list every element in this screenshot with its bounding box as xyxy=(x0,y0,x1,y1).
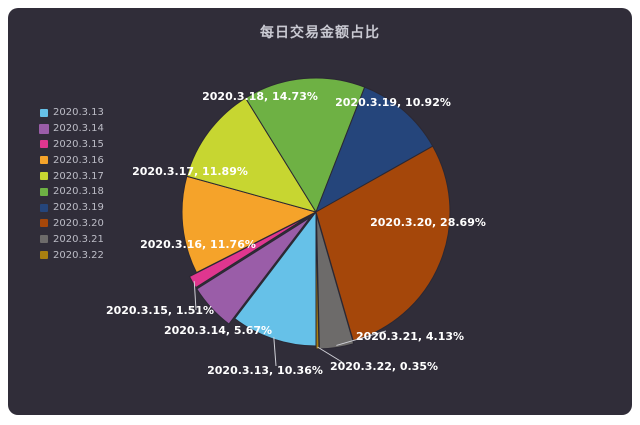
pie-slice-2020-3-15[interactable] xyxy=(188,215,310,289)
legend-label: 2020.3.15 xyxy=(53,138,104,150)
legend-item-2020-3-16[interactable]: 2020.3.16 xyxy=(40,152,104,168)
slice-label-2020-3-20: 2020.3.20, 28.69% xyxy=(370,216,486,229)
legend-swatch xyxy=(40,251,48,260)
legend-label: 2020.3.13 xyxy=(53,107,104,119)
slice-label-2020-3-14: 2020.3.14, 5.67% xyxy=(164,324,272,337)
pie-slice-2020-3-14[interactable] xyxy=(196,216,311,325)
pie-slice-2020-3-22[interactable] xyxy=(315,214,320,350)
legend-swatch xyxy=(39,123,49,134)
legend-label: 2020.3.21 xyxy=(53,233,104,245)
legend-item-2020-3-13[interactable]: 2020.3.13 xyxy=(40,105,104,121)
legend-item-2020-3-22[interactable]: 2020.3.22 xyxy=(40,247,104,263)
legend-label: 2020.3.20 xyxy=(53,217,104,229)
legend-label: 2020.3.17 xyxy=(53,170,104,182)
legend-item-2020-3-14[interactable]: 2020.3.14 xyxy=(39,121,104,137)
legend-swatch xyxy=(40,203,48,212)
legend-swatch xyxy=(40,140,48,149)
slice-label-2020-3-21: 2020.3.21, 4.13% xyxy=(356,330,464,343)
slice-label-2020-3-18: 2020.3.18, 14.73% xyxy=(202,90,318,103)
leader-line-2020-3-21 xyxy=(336,330,387,346)
slice-label-2020-3-22: 2020.3.22, 0.35% xyxy=(330,360,438,373)
legend-label: 2020.3.18 xyxy=(53,186,104,198)
legend-item-2020-3-20[interactable]: 2020.3.20 xyxy=(40,216,104,232)
pie-slice-2020-3-17[interactable] xyxy=(186,97,318,213)
legend-label: 2020.3.22 xyxy=(53,249,104,261)
leader-line-2020-3-15 xyxy=(193,281,197,311)
slice-label-2020-3-15: 2020.3.15, 1.51% xyxy=(106,304,214,317)
legend-item-2020-3-19[interactable]: 2020.3.19 xyxy=(40,200,104,216)
slice-label-2020-3-17: 2020.3.17, 11.89% xyxy=(132,165,248,178)
pie-slice-2020-3-18[interactable] xyxy=(244,77,366,214)
leader-line-2020-3-22 xyxy=(317,346,343,363)
pie-slice-2020-3-20[interactable] xyxy=(315,145,451,342)
legend-item-2020-3-15[interactable]: 2020.3.15 xyxy=(40,137,104,153)
pie-slice-2020-3-19[interactable] xyxy=(315,86,434,214)
legend-label: 2020.3.16 xyxy=(53,154,104,166)
legend-item-2020-3-21[interactable]: 2020.3.21 xyxy=(40,231,104,247)
legend-swatch xyxy=(40,187,48,196)
legend-swatch xyxy=(40,235,48,244)
legend-item-2020-3-17[interactable]: 2020.3.17 xyxy=(40,168,104,184)
legend-swatch xyxy=(40,156,48,165)
pie-slice-2020-3-16[interactable] xyxy=(181,175,318,274)
chart-title: 每日交易金额占比 xyxy=(260,25,380,41)
pie-slice-2020-3-13[interactable] xyxy=(234,210,317,347)
slice-label-2020-3-19: 2020.3.19, 10.92% xyxy=(335,96,451,109)
legend-swatch xyxy=(40,172,48,181)
slice-label-2020-3-16: 2020.3.16, 11.76% xyxy=(140,238,256,251)
legend-label: 2020.3.19 xyxy=(53,202,104,214)
legend-swatch xyxy=(40,108,48,117)
slice-label-2020-3-13: 2020.3.13, 10.36% xyxy=(207,364,323,377)
legend: 2020.3.13 2020.3.14 2020.3.15 2020.3.16 2020… xyxy=(39,105,104,263)
leader-line-2020-3-13 xyxy=(273,337,277,367)
legend-label: 2020.3.14 xyxy=(53,123,104,135)
legend-item-2020-3-18[interactable]: 2020.3.18 xyxy=(40,184,104,200)
legend-swatch xyxy=(40,219,48,228)
